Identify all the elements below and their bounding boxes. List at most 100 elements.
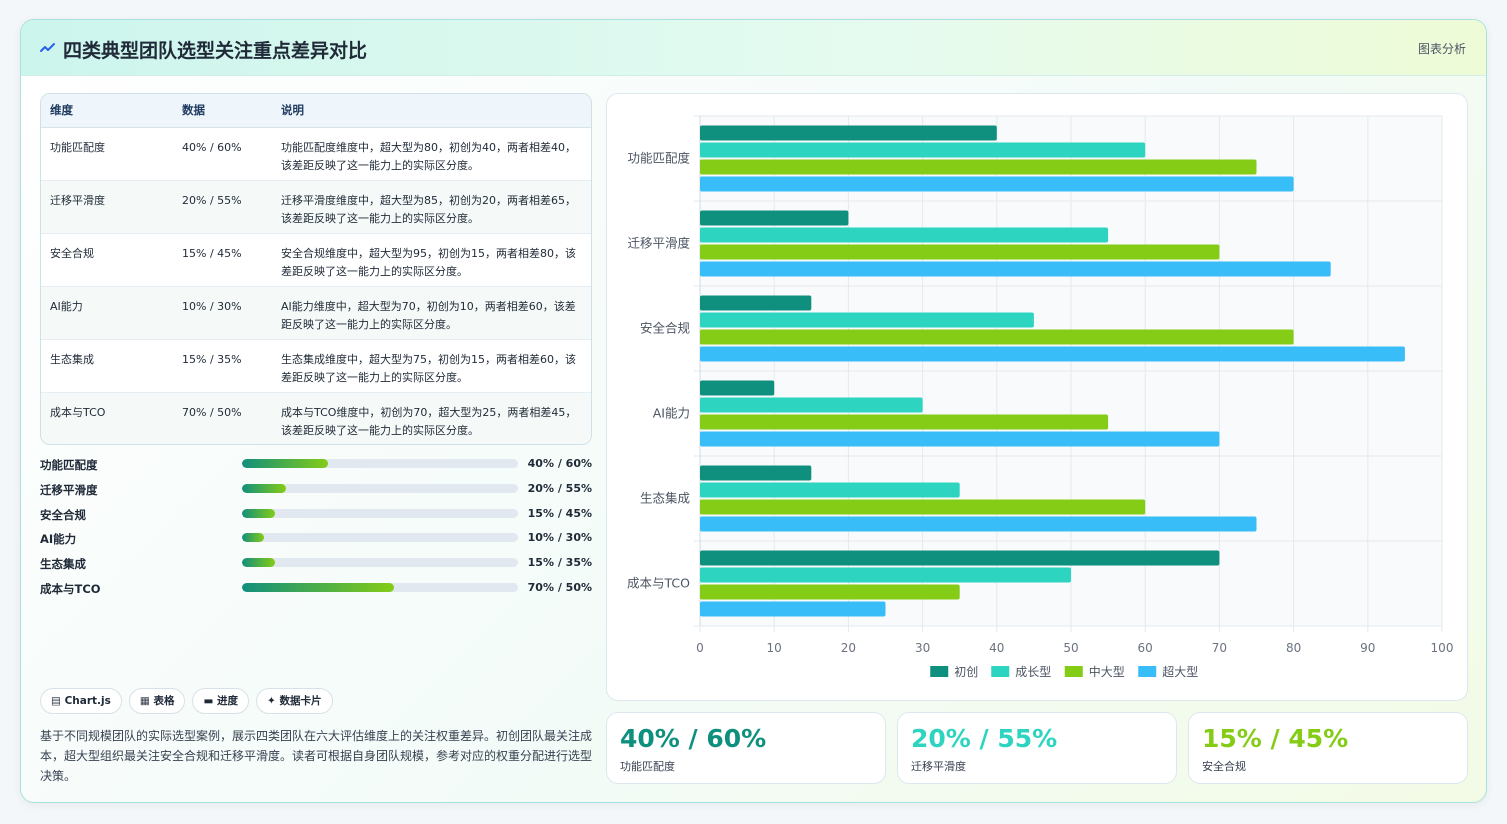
cell-data: 10% / 30%	[182, 299, 242, 313]
progress-fill	[242, 483, 287, 493]
progress-row: 功能匹配度 40% / 60%	[40, 455, 592, 480]
cell-dimension: 迁移平滑度	[50, 193, 105, 207]
chip-2[interactable]: ▬ 进度	[192, 688, 250, 714]
y-category-label: AI能力	[653, 406, 690, 421]
progress-row: 成本与TCO 70% / 50%	[40, 579, 592, 604]
column-header-dimension: 维度	[41, 94, 173, 128]
cell-note: 功能匹配度维度中，超大型为80，初创为40，两者相差40，该差距反映了这一能力上…	[281, 140, 576, 172]
bar-成长型-生态集成	[700, 482, 960, 498]
progress-row: 迁移平滑度 20% / 55%	[40, 480, 592, 505]
data-table: 维度 数据 说明 功能匹配度 40% / 60% 功能匹配度维度中，超大型为80，初…	[40, 93, 592, 445]
y-category-label: 迁移平滑度	[627, 236, 690, 251]
bar-中大型-功能匹配度	[700, 159, 1257, 175]
progress-track	[242, 533, 518, 543]
legend-swatch	[1138, 666, 1157, 677]
table-row: 功能匹配度 40% / 60% 功能匹配度维度中，超大型为80，初创为40，两者相差…	[41, 127, 591, 180]
bar-中大型-AI能力	[700, 414, 1109, 430]
kpi-label: 安全合规	[1202, 760, 1246, 773]
x-tick-label: 100	[1431, 641, 1454, 655]
bar-中大型-生态集成	[700, 499, 1146, 515]
table-row: 成本与TCO 70% / 50% 成本与TCO维度中，初创为70，超大型为25，两者…	[41, 392, 591, 444]
progress-fill	[242, 533, 265, 543]
kpi-value: 40% / 60%	[620, 724, 767, 753]
cell-data: 20% / 55%	[182, 193, 242, 207]
y-category-label: 功能匹配度	[627, 151, 690, 166]
bar-超大型-成本与TCO	[700, 601, 886, 617]
y-category-label: 成本与TCO	[627, 576, 690, 591]
legend-label: 中大型	[1089, 664, 1125, 679]
x-tick-label: 90	[1360, 641, 1375, 655]
y-category-label: 安全合规	[640, 321, 690, 336]
x-tick-label: 80	[1286, 641, 1301, 655]
kpi-label: 功能匹配度	[620, 760, 675, 773]
progress-value: 20% / 55%	[527, 481, 592, 495]
cell-note: 安全合规维度中，超大型为95，初创为15，两者相差80，该差距反映了这一能力上的…	[281, 246, 576, 278]
progress-value: 40% / 60%	[527, 457, 592, 470]
cell-note: 迁移平滑度维度中，超大型为85，初创为20，两者相差65，该差距反映了这一能力上…	[281, 193, 576, 225]
cell-dimension: 成本与TCO	[50, 405, 106, 419]
cell-data: 40% / 60%	[182, 140, 242, 154]
bar-超大型-功能匹配度	[700, 176, 1294, 192]
progress-list: 功能匹配度 40% / 60% 迁移平滑度 20% / 55% 安全合规 15% / 45…	[40, 455, 592, 604]
cell-data: 70% / 50%	[182, 405, 242, 419]
table-row: AI能力 10% / 30% AI能力维度中，超大型为70，初创为10，两者相差60…	[41, 286, 591, 339]
description-text: 基于不同规模团队的实际选型案例，展示四类团队在六大评估维度上的关注权重差异。初创…	[40, 729, 593, 783]
kpi-card: 15% / 45% 安全合规	[1188, 712, 1468, 784]
x-tick-label: 20	[841, 641, 856, 655]
kpi-card: 40% / 60% 功能匹配度	[606, 712, 886, 784]
table-row: 安全合规 15% / 45% 安全合规维度中，超大型为95，初创为15，两者相差80…	[41, 233, 591, 286]
kpi-label: 迁移平滑度	[911, 760, 966, 773]
progress-label: 成本与TCO	[40, 581, 101, 596]
bar-超大型-安全合规	[700, 346, 1405, 362]
x-tick-label: 60	[1138, 641, 1153, 655]
trend-line-icon	[40, 43, 55, 52]
bar-中大型-安全合规	[700, 329, 1294, 345]
table-row: 生态集成 15% / 35% 生态集成维度中，超大型为75，初创为15，两者相差60…	[41, 339, 591, 392]
progress-value: 70% / 50%	[527, 580, 592, 594]
progress-fill	[242, 508, 276, 518]
progress-value: 10% / 30%	[527, 531, 592, 545]
bar-超大型-生态集成	[700, 516, 1257, 532]
bar-初创-安全合规	[700, 295, 812, 311]
table-header-row: 维度 数据 说明	[41, 94, 591, 128]
x-tick-label: 10	[767, 641, 782, 655]
bar-chart: 0 10 20 30 40 50 60 70 80 90 100 功能匹配度 迁移平滑度 安全合规 AI能力…	[606, 93, 1468, 701]
progress-label: 安全合规	[40, 507, 86, 522]
chip-3[interactable]: ✦ 数据卡片	[256, 688, 333, 714]
bar-成长型-成本与TCO	[700, 567, 1071, 583]
page-title: 四类典型团队选型关注重点差异对比	[63, 40, 368, 62]
progress-row: 生态集成 15% / 35%	[40, 554, 592, 579]
bar-初创-AI能力	[700, 380, 775, 396]
bar-初创-迁移平滑度	[700, 210, 849, 226]
cell-dimension: 功能匹配度	[50, 140, 105, 154]
bar-超大型-AI能力	[700, 431, 1220, 447]
legend-label: 初创	[954, 665, 978, 679]
x-tick-label: 0	[696, 641, 704, 655]
x-tick-label: 50	[1063, 641, 1078, 655]
column-header-note: 说明	[272, 94, 591, 128]
legend-swatch	[991, 666, 1010, 677]
bar-成长型-安全合规	[700, 312, 1034, 328]
kpi-value: 20% / 55%	[911, 724, 1058, 753]
progress-fill	[242, 582, 394, 592]
legend-swatch	[930, 666, 949, 677]
bar-成长型-AI能力	[700, 397, 923, 413]
progress-label: 生态集成	[40, 557, 86, 572]
progress-row: AI能力 10% / 30%	[40, 529, 592, 554]
bar-初创-功能匹配度	[700, 125, 997, 141]
dashboard-card: 四类典型团队选型关注重点差异对比 图表分析 维度 数据 说明 功能匹配度 40% …	[20, 19, 1487, 803]
chip-0[interactable]: ▤ Chart.js	[40, 688, 122, 714]
progress-label: 功能匹配度	[40, 458, 98, 472]
chip-1[interactable]: ▦ 表格	[128, 688, 186, 714]
cell-dimension: 安全合规	[50, 246, 94, 260]
x-tick-label: 40	[989, 641, 1004, 655]
tech-chips: ▤ Chart.js ▦ 表格 ▬ 进度 ✦ 数据卡片	[40, 688, 340, 714]
legend-swatch	[1064, 666, 1083, 677]
progress-track	[242, 508, 518, 518]
chart-analysis-tag[interactable]: 图表分析	[1417, 42, 1466, 56]
bar-超大型-迁移平滑度	[700, 261, 1331, 277]
bar-中大型-迁移平滑度	[700, 244, 1220, 260]
cell-dimension: AI能力	[50, 299, 83, 313]
cell-note: 成本与TCO维度中，初创为70，超大型为25，两者相差45，该差距反映了这一能力…	[281, 405, 577, 437]
